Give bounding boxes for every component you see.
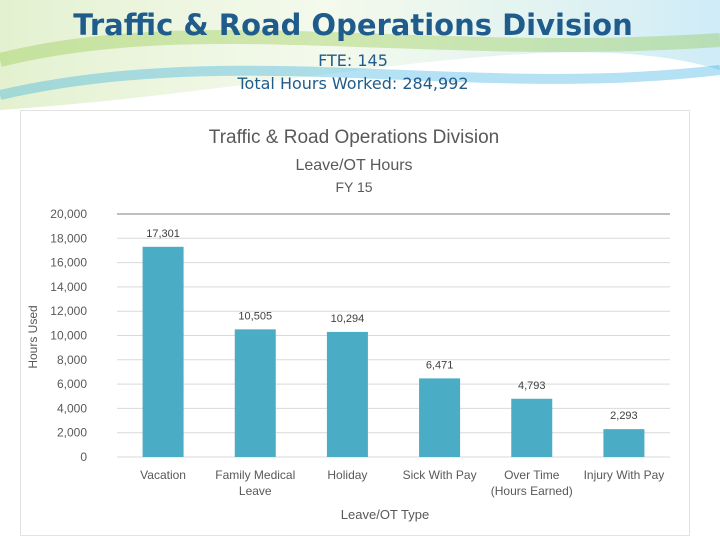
y-tick-label: 8,000: [57, 353, 87, 367]
data-label: 10,294: [331, 313, 365, 325]
bar: [511, 398, 553, 457]
y-tick-label: 20,000: [50, 207, 87, 221]
y-tick-label: 14,000: [50, 280, 87, 294]
y-tick-label: 6,000: [57, 377, 87, 391]
x-tick-label: Leave: [239, 484, 272, 498]
chart-subtitle: Leave/OT Hours: [295, 157, 412, 174]
x-tick-label: Family Medical: [215, 468, 295, 482]
x-tick-label: (Hours Earned): [491, 484, 573, 498]
x-tick-label: Injury With Pay: [584, 468, 665, 482]
y-tick-label: 2,000: [57, 426, 87, 440]
y-tick-label: 0: [80, 450, 87, 464]
leave-ot-bar-chart: Traffic & Road Operations Division Leave…: [26, 127, 670, 522]
header-swoosh-decoration: [0, 0, 720, 110]
y-tick-label: 12,000: [50, 304, 87, 318]
bar: [603, 429, 645, 457]
bar: [142, 246, 184, 457]
y-tick-label: 16,000: [50, 256, 87, 270]
data-label: 4,793: [518, 380, 546, 392]
bar: [326, 331, 368, 457]
chart-fiscal-year: FY 15: [335, 179, 372, 195]
data-label: 6,471: [426, 359, 454, 371]
slide-title: Traffic & Road Operations Division: [73, 8, 633, 42]
x-tick-label: Over Time: [504, 468, 560, 482]
y-axis-title: Hours Used: [26, 305, 40, 368]
x-axis-title: Leave/OT Type: [341, 507, 429, 522]
y-tick-label: 18,000: [50, 231, 87, 245]
x-tick-label: Vacation: [140, 468, 186, 482]
fte-count: FTE: 145: [318, 51, 388, 70]
bar: [419, 378, 461, 457]
x-tick-label: Holiday: [327, 468, 367, 482]
data-label: 17,301: [146, 228, 180, 240]
bar: [234, 329, 276, 457]
chart-area: [20, 110, 690, 536]
y-tick-label: 10,000: [50, 329, 87, 343]
total-hours-worked: Total Hours Worked: 284,992: [237, 74, 469, 93]
chart-title: Traffic & Road Operations Division: [209, 127, 499, 148]
data-label: 2,293: [610, 410, 638, 422]
data-label: 10,505: [238, 310, 272, 322]
x-tick-label: Sick With Pay: [403, 468, 477, 482]
y-tick-label: 4,000: [57, 401, 87, 415]
